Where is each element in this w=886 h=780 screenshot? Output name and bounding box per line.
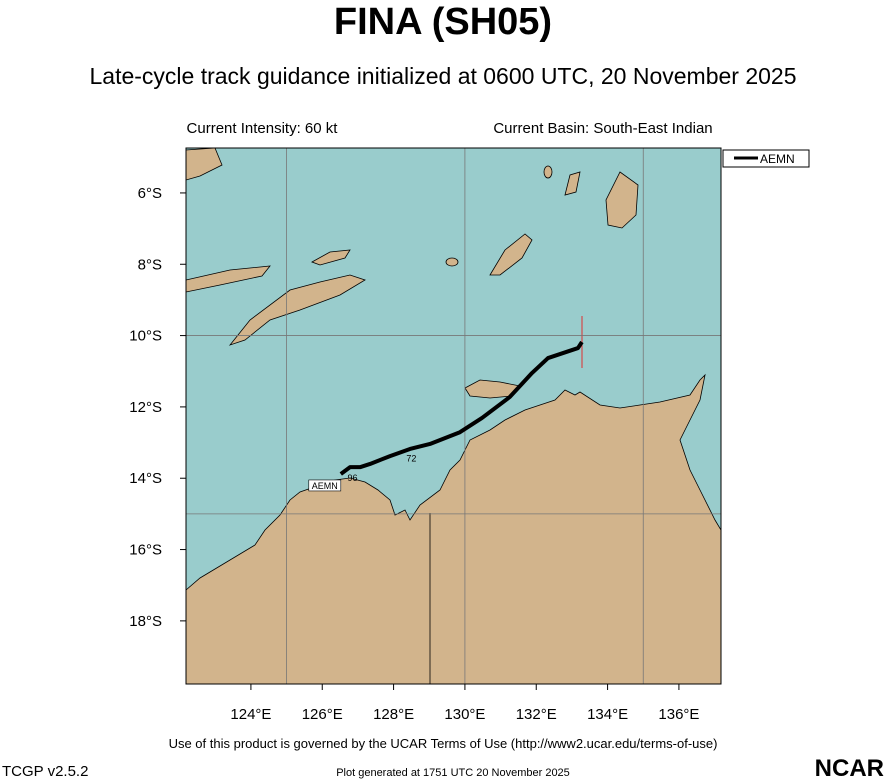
lon-tick-label: 134°E: [587, 706, 628, 723]
lon-tick-label: 136°E: [658, 706, 699, 723]
track-label-box: [308, 479, 342, 492]
timor: [228, 274, 366, 346]
lat-tick-label: 12°S: [129, 399, 162, 416]
map-frame: [185, 147, 722, 685]
flores: [186, 265, 271, 293]
lon-tick-label: 132°E: [516, 706, 557, 723]
subtitle: Late-cycle track guidance initialized at…: [90, 63, 797, 89]
logo: NCAR: [815, 755, 884, 780]
generated: Plot generated at 1751 UTC 20 November 2…: [336, 767, 570, 779]
legend-label: AEMN: [760, 152, 795, 166]
hour-label: 96: [348, 473, 358, 483]
lon-tick-label: 128°E: [373, 706, 414, 723]
lon-tick-label: 130°E: [444, 706, 485, 723]
current-basin: Current Basin: South-East Indian: [493, 120, 712, 137]
map: 72 96 AEMN: [186, 148, 721, 684]
lat-tick-label: 18°S: [129, 613, 162, 630]
lon-tick-label: 124°E: [230, 706, 271, 723]
hour-label: 72: [406, 454, 416, 464]
version: TCGP v2.5.2: [2, 763, 88, 780]
lat-tick-label: 16°S: [129, 542, 162, 559]
lon-tick-label: 126°E: [302, 706, 343, 723]
island: [543, 165, 553, 179]
tanimbar: [489, 233, 533, 276]
lat-tick-label: 8°S: [138, 256, 162, 273]
lat-tick-label: 6°S: [138, 185, 162, 202]
lat-tick-label: 10°S: [129, 328, 162, 345]
island: [445, 257, 459, 267]
legend: [722, 149, 810, 168]
lat-tick-label: 14°S: [129, 470, 162, 487]
track: [339, 340, 584, 476]
track-label: AEMN: [312, 481, 338, 491]
current-intensity: Current Intensity: 60 kt: [187, 120, 339, 137]
title: FINA (SH05): [334, 1, 552, 43]
terms: Use of this product is governed by the U…: [169, 736, 718, 751]
wetar: [311, 249, 351, 266]
aru: [605, 171, 639, 229]
kai: [564, 171, 581, 196]
